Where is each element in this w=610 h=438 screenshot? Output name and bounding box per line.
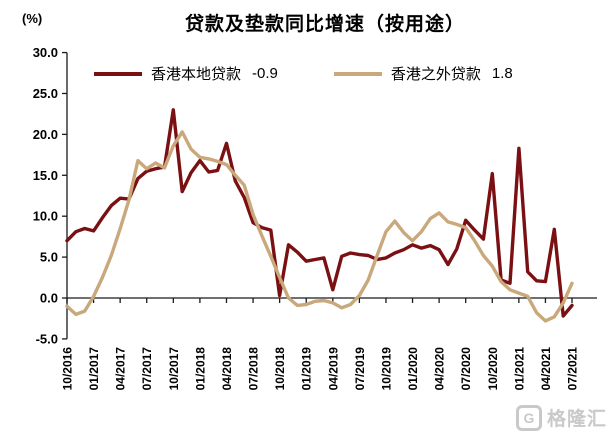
series-line-local	[65, 108, 574, 318]
x-tick-label: 01/2021	[512, 347, 526, 391]
x-tick-label: 07/2021	[566, 347, 580, 391]
legend-value-external: 1.8	[491, 65, 513, 82]
x-tick-label: 10/2018	[273, 347, 287, 391]
y-tick-label: 25.0	[33, 86, 58, 101]
x-tick-label: 07/2020	[459, 347, 473, 391]
x-tick-label: 10/2016	[61, 347, 75, 391]
x-tick-label: 07/2017	[140, 347, 154, 391]
y-tick-label: 0.0	[40, 291, 58, 306]
x-tick-label: 04/2017	[114, 347, 128, 391]
x-tick-label: 01/2019	[300, 347, 314, 391]
chart-legend: 香港本地贷款 -0.9 香港之外贷款 1.8	[94, 63, 513, 84]
y-tick-label: 30.0	[33, 45, 58, 60]
series-line-external	[65, 130, 574, 323]
x-tick-label: 04/2019	[326, 347, 340, 391]
x-tick-label: 10/2019	[379, 347, 393, 391]
legend-swatch-local	[94, 71, 142, 76]
y-axis-unit-label: (%)	[22, 11, 43, 26]
y-tick-label: -5.0	[36, 331, 58, 346]
gelonghui-brand-text: 格隆汇	[546, 409, 607, 430]
legend-label-external: 香港之外贷款	[390, 66, 481, 83]
x-tick-label: 01/2018	[193, 347, 207, 391]
gelonghui-logo-icon: G	[515, 404, 542, 431]
gelonghui-watermark: G 格隆汇	[515, 404, 607, 431]
legend-label-local: 香港本地贷款	[151, 66, 242, 83]
x-tick-label: 01/2020	[406, 347, 420, 391]
x-tick-label: 07/2018	[247, 347, 261, 391]
legend-item-external: 香港之外贷款 1.8	[333, 63, 513, 84]
x-tick-label: 10/2020	[486, 347, 500, 391]
x-tick-label: 07/2019	[353, 347, 367, 391]
legend-swatch-external	[333, 71, 382, 76]
x-tick-label: 01/2017	[87, 347, 101, 391]
legend-item-local: 香港本地贷款 -0.9	[94, 63, 278, 84]
legend-value-local: -0.9	[252, 65, 278, 82]
x-tick-label: 04/2021	[539, 347, 553, 391]
y-tick-label: 20.0	[33, 127, 58, 142]
x-tick-label: 04/2020	[433, 347, 447, 391]
chart-title: 贷款及垫款同比增速（按用途）	[184, 14, 465, 35]
x-tick-label: 10/2017	[167, 347, 181, 391]
x-tick-label: 04/2018	[220, 347, 234, 391]
y-tick-label: 5.0	[40, 250, 58, 265]
y-tick-label: 15.0	[33, 168, 58, 183]
y-tick-label: 10.0	[33, 209, 58, 224]
